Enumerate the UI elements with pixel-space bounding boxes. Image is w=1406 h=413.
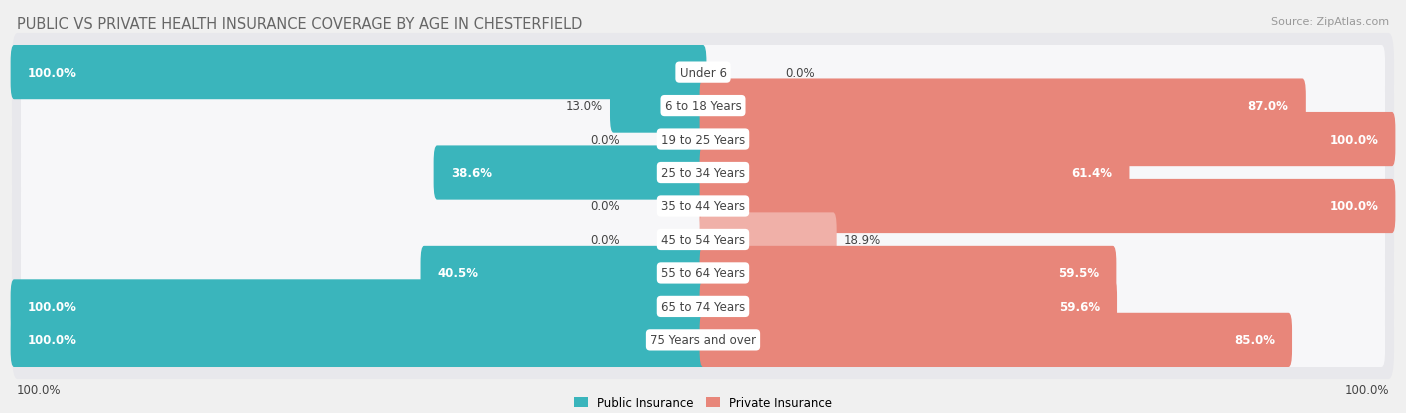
- FancyBboxPatch shape: [21, 180, 1385, 233]
- Text: 19 to 25 Years: 19 to 25 Years: [661, 133, 745, 146]
- FancyBboxPatch shape: [21, 280, 1385, 334]
- Text: 100.0%: 100.0%: [28, 334, 77, 347]
- Text: 59.5%: 59.5%: [1059, 267, 1099, 280]
- FancyBboxPatch shape: [13, 201, 1393, 279]
- FancyBboxPatch shape: [11, 313, 706, 367]
- Text: 13.0%: 13.0%: [567, 100, 603, 113]
- Text: Under 6: Under 6: [679, 66, 727, 79]
- FancyBboxPatch shape: [420, 246, 706, 300]
- FancyBboxPatch shape: [700, 180, 1395, 233]
- Text: PUBLIC VS PRIVATE HEALTH INSURANCE COVERAGE BY AGE IN CHESTERFIELD: PUBLIC VS PRIVATE HEALTH INSURANCE COVER…: [17, 17, 582, 31]
- FancyBboxPatch shape: [700, 246, 1116, 300]
- FancyBboxPatch shape: [13, 34, 1393, 112]
- Text: 65 to 74 Years: 65 to 74 Years: [661, 300, 745, 313]
- Text: 100.0%: 100.0%: [17, 384, 62, 396]
- FancyBboxPatch shape: [700, 113, 1395, 167]
- Text: 40.5%: 40.5%: [437, 267, 479, 280]
- Text: 35 to 44 Years: 35 to 44 Years: [661, 200, 745, 213]
- Text: 0.0%: 0.0%: [786, 66, 815, 79]
- Text: 25 to 34 Years: 25 to 34 Years: [661, 166, 745, 180]
- FancyBboxPatch shape: [21, 146, 1385, 200]
- Text: 6 to 18 Years: 6 to 18 Years: [665, 100, 741, 113]
- Text: 87.0%: 87.0%: [1247, 100, 1289, 113]
- Text: 59.6%: 59.6%: [1059, 300, 1099, 313]
- Text: 45 to 54 Years: 45 to 54 Years: [661, 233, 745, 247]
- Text: 100.0%: 100.0%: [28, 300, 77, 313]
- FancyBboxPatch shape: [21, 313, 1385, 367]
- Text: 100.0%: 100.0%: [1329, 133, 1378, 146]
- FancyBboxPatch shape: [11, 280, 706, 334]
- Text: 100.0%: 100.0%: [1329, 200, 1378, 213]
- FancyBboxPatch shape: [11, 46, 706, 100]
- Legend: Public Insurance, Private Insurance: Public Insurance, Private Insurance: [569, 392, 837, 413]
- Text: 0.0%: 0.0%: [591, 233, 620, 247]
- FancyBboxPatch shape: [21, 246, 1385, 300]
- FancyBboxPatch shape: [13, 101, 1393, 179]
- FancyBboxPatch shape: [700, 280, 1116, 334]
- FancyBboxPatch shape: [433, 146, 706, 200]
- FancyBboxPatch shape: [13, 301, 1393, 379]
- FancyBboxPatch shape: [21, 213, 1385, 267]
- FancyBboxPatch shape: [13, 67, 1393, 145]
- FancyBboxPatch shape: [700, 213, 837, 267]
- Text: 0.0%: 0.0%: [591, 133, 620, 146]
- FancyBboxPatch shape: [21, 79, 1385, 133]
- Text: 100.0%: 100.0%: [28, 66, 77, 79]
- Text: 0.0%: 0.0%: [591, 200, 620, 213]
- Text: 85.0%: 85.0%: [1234, 334, 1275, 347]
- FancyBboxPatch shape: [21, 113, 1385, 167]
- FancyBboxPatch shape: [13, 234, 1393, 312]
- Text: 75 Years and over: 75 Years and over: [650, 334, 756, 347]
- Text: 55 to 64 Years: 55 to 64 Years: [661, 267, 745, 280]
- FancyBboxPatch shape: [700, 79, 1306, 133]
- Text: 100.0%: 100.0%: [1344, 384, 1389, 396]
- FancyBboxPatch shape: [610, 79, 706, 133]
- FancyBboxPatch shape: [13, 268, 1393, 346]
- Text: 18.9%: 18.9%: [844, 233, 880, 247]
- Text: Source: ZipAtlas.com: Source: ZipAtlas.com: [1271, 17, 1389, 26]
- FancyBboxPatch shape: [700, 146, 1129, 200]
- Text: 38.6%: 38.6%: [451, 166, 492, 180]
- FancyBboxPatch shape: [13, 167, 1393, 246]
- FancyBboxPatch shape: [13, 134, 1393, 212]
- FancyBboxPatch shape: [21, 46, 1385, 100]
- FancyBboxPatch shape: [700, 313, 1292, 367]
- Text: 61.4%: 61.4%: [1071, 166, 1112, 180]
